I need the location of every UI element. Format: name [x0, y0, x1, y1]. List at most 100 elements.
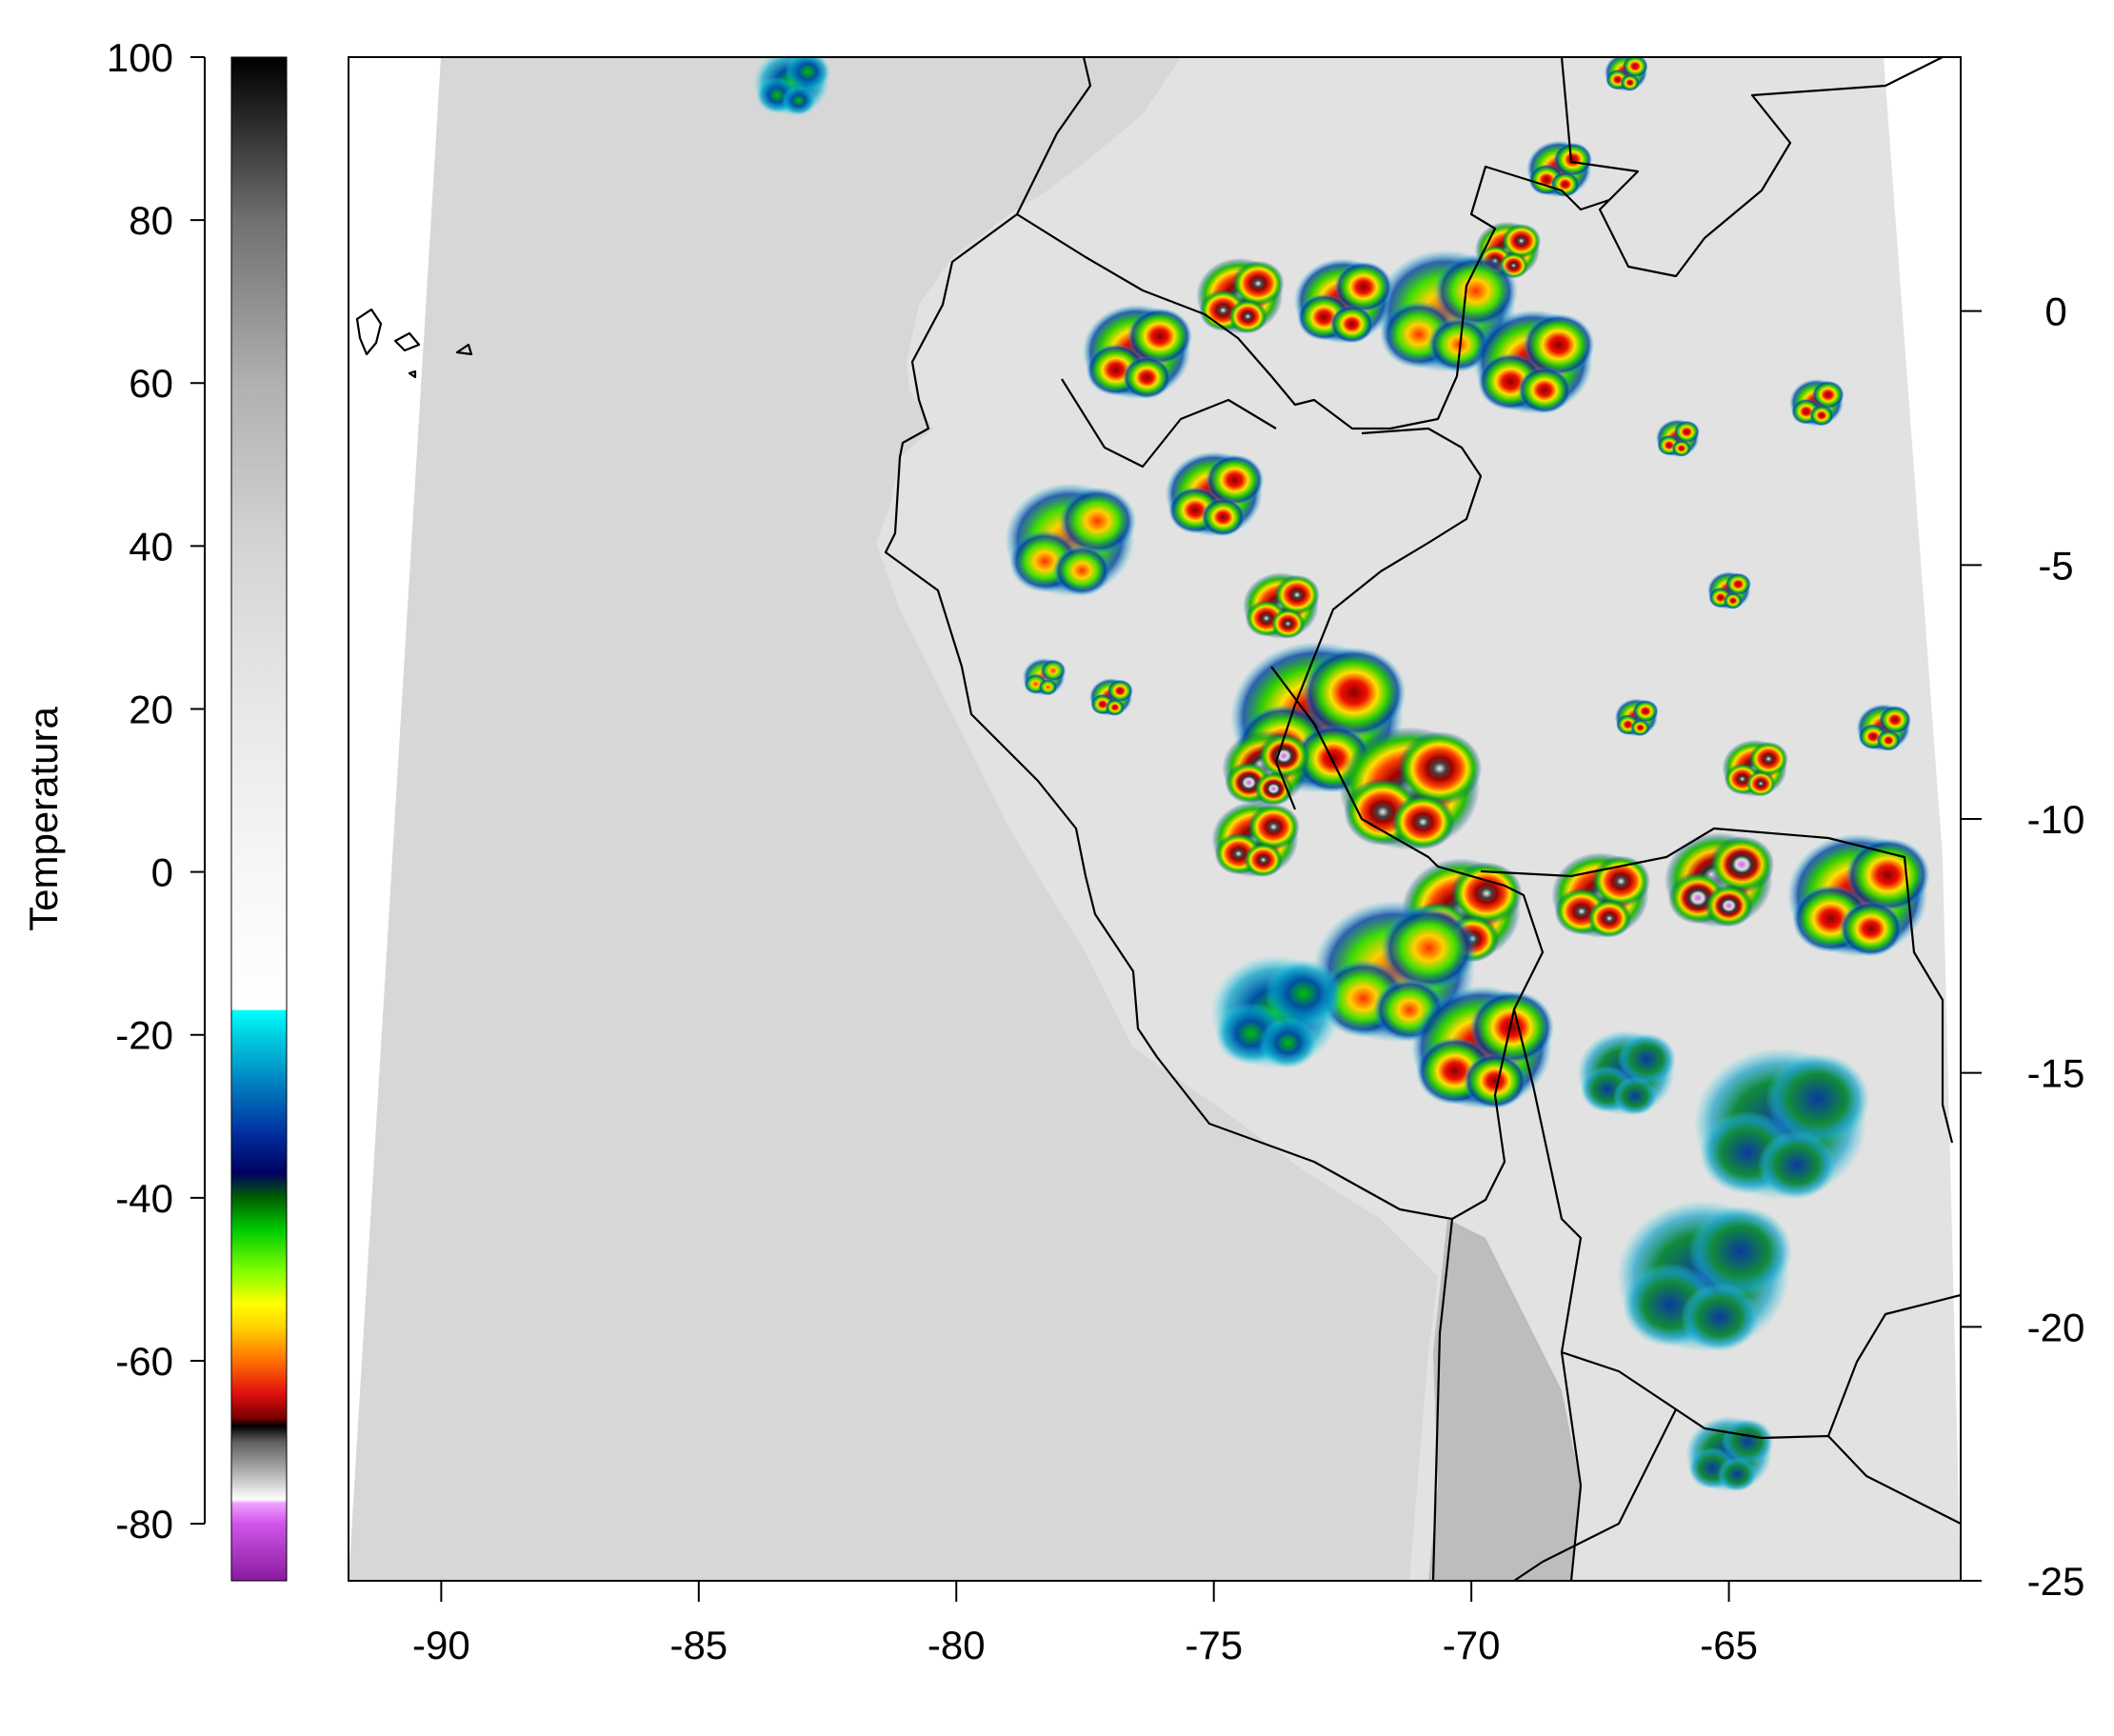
cloud-blob: [1463, 1053, 1527, 1109]
colorbar-tick-label: -80: [115, 1502, 173, 1546]
cloud-cluster: [1473, 309, 1595, 414]
cloud-blob: [1433, 253, 1519, 329]
colorbar-tick-label: 60: [129, 361, 173, 406]
colorbar-tick-label: -20: [115, 1013, 173, 1058]
cloud-cluster: [1685, 1415, 1774, 1492]
y-tick-label: -10: [2027, 797, 2085, 842]
cloud-cluster: [1526, 140, 1593, 198]
cloud-blob: [1680, 1283, 1759, 1352]
cloud-blob: [1705, 884, 1754, 928]
country-borders: [355, 57, 1961, 1581]
y-tick-label: -25: [2027, 1559, 2085, 1604]
cloud-cluster: [1165, 450, 1265, 537]
cloud-blob: [1709, 835, 1775, 893]
cloud-blob: [1231, 260, 1285, 307]
cloud-blob: [1058, 487, 1137, 556]
cloud-clusters: [753, 57, 1930, 1492]
cloud-blob: [1721, 1418, 1774, 1465]
cloud-blob: [1811, 380, 1845, 409]
bolivia-south-border: [1512, 1008, 1961, 1525]
cloud-cluster: [1196, 257, 1285, 334]
cold-land-region: [1428, 1219, 1581, 1581]
cloud-blob: [1107, 679, 1133, 703]
cloud-blob: [1745, 770, 1776, 797]
cloud-blob: [1270, 609, 1306, 639]
colorbar-tick-label: 0: [151, 850, 173, 895]
cloud-cluster: [1005, 482, 1137, 597]
cloud-blob: [785, 57, 831, 92]
colorbar-tick-label: -60: [115, 1339, 173, 1384]
x-tick-label: -65: [1700, 1623, 1758, 1667]
venezuela-brazil-border: [1560, 57, 1944, 278]
cloud-blob: [1105, 698, 1126, 716]
cloud-blob: [1302, 647, 1406, 739]
cloud-blob: [1587, 899, 1632, 938]
cloud-blob: [1502, 224, 1542, 258]
cloud-cluster: [1210, 954, 1343, 1069]
cloud-cluster: [1655, 419, 1700, 457]
colorbar-tick-label: -40: [115, 1176, 173, 1221]
cloud-blob: [1523, 313, 1595, 376]
cloud-cluster: [1211, 801, 1300, 878]
colorbar-strip: [230, 56, 288, 1582]
cloud-blob: [1391, 794, 1455, 850]
colorbar-ticks: 100 80 60 40 20 0 -20 -40 -60 -80: [107, 35, 205, 1546]
cloud-cluster: [1293, 258, 1393, 344]
cloud-blob: [1617, 1033, 1676, 1085]
cloud-blob: [1517, 367, 1572, 414]
x-tick-label: -90: [412, 1623, 470, 1667]
cloud-blob: [1122, 355, 1171, 399]
peru-brazil-border: [1270, 666, 1545, 1220]
x-tick-label: -80: [927, 1623, 986, 1667]
colombia-venezuela-border: [1455, 165, 1610, 377]
cloud-blob: [1553, 142, 1593, 177]
cloud-blob: [1620, 73, 1640, 91]
x-tick-label: -85: [669, 1623, 728, 1667]
cloud-cluster: [1693, 1048, 1870, 1200]
cloud-cluster: [753, 57, 831, 116]
south-america-coastline: [884, 57, 1454, 1581]
cloud-blob: [1717, 1457, 1757, 1492]
cloud-blob: [1052, 545, 1111, 596]
paraguay-border: [1513, 1408, 1677, 1581]
cloud-blob: [1244, 843, 1284, 877]
chile-bolivia-border: [1560, 1351, 1583, 1581]
cloud-blob: [1040, 659, 1067, 683]
cloud-cluster: [1614, 698, 1659, 737]
cloud-blob: [1329, 305, 1374, 344]
cloud-cluster: [1082, 304, 1192, 400]
cloud-blob: [1258, 732, 1310, 779]
cloud-blob: [1469, 990, 1554, 1065]
cloud-cluster: [1243, 572, 1320, 639]
map-panel: -90 -85 -80 -75 -70 -65 0 -5 -10 -15 -20 -25: [348, 56, 2085, 1667]
cloud-blob: [1878, 705, 1912, 734]
cloud-blob: [1613, 1076, 1658, 1116]
cloud-blob: [1876, 729, 1902, 751]
colorbar-label: Temperatura: [21, 706, 66, 930]
cloud-blob: [1227, 299, 1267, 334]
cloud-blob: [1450, 862, 1523, 925]
cloud-blob: [1673, 420, 1700, 444]
cloud-blob: [1397, 731, 1483, 806]
cloud-blob: [1632, 699, 1659, 723]
colorbar-tick-label: 20: [129, 687, 173, 731]
colorbar: 100 80 60 40 20 0 -20 -40 -60 -80 Temperatura: [21, 35, 288, 1582]
cloud-blob: [1725, 572, 1751, 596]
cloud-blob: [1671, 439, 1692, 457]
cloud-blob: [1247, 804, 1300, 850]
cloud-cluster: [1088, 678, 1133, 716]
ecuador-peru-border: [1061, 378, 1277, 469]
cloud-blob: [1839, 901, 1904, 957]
cloud-cluster: [1616, 1200, 1793, 1352]
y-tick-label: -15: [2027, 1051, 2085, 1096]
cloud-blob: [1765, 1053, 1870, 1145]
x-tick-label: -75: [1185, 1623, 1243, 1667]
cloud-blob: [1550, 171, 1580, 197]
y-tick-label: 0: [2044, 289, 2066, 334]
y-tick-label: -5: [2038, 543, 2073, 588]
cloud-cluster: [1022, 657, 1067, 696]
x-tick-label: -70: [1443, 1623, 1501, 1667]
cloud-blob: [1687, 1206, 1793, 1297]
cloud-blob: [1748, 742, 1788, 776]
